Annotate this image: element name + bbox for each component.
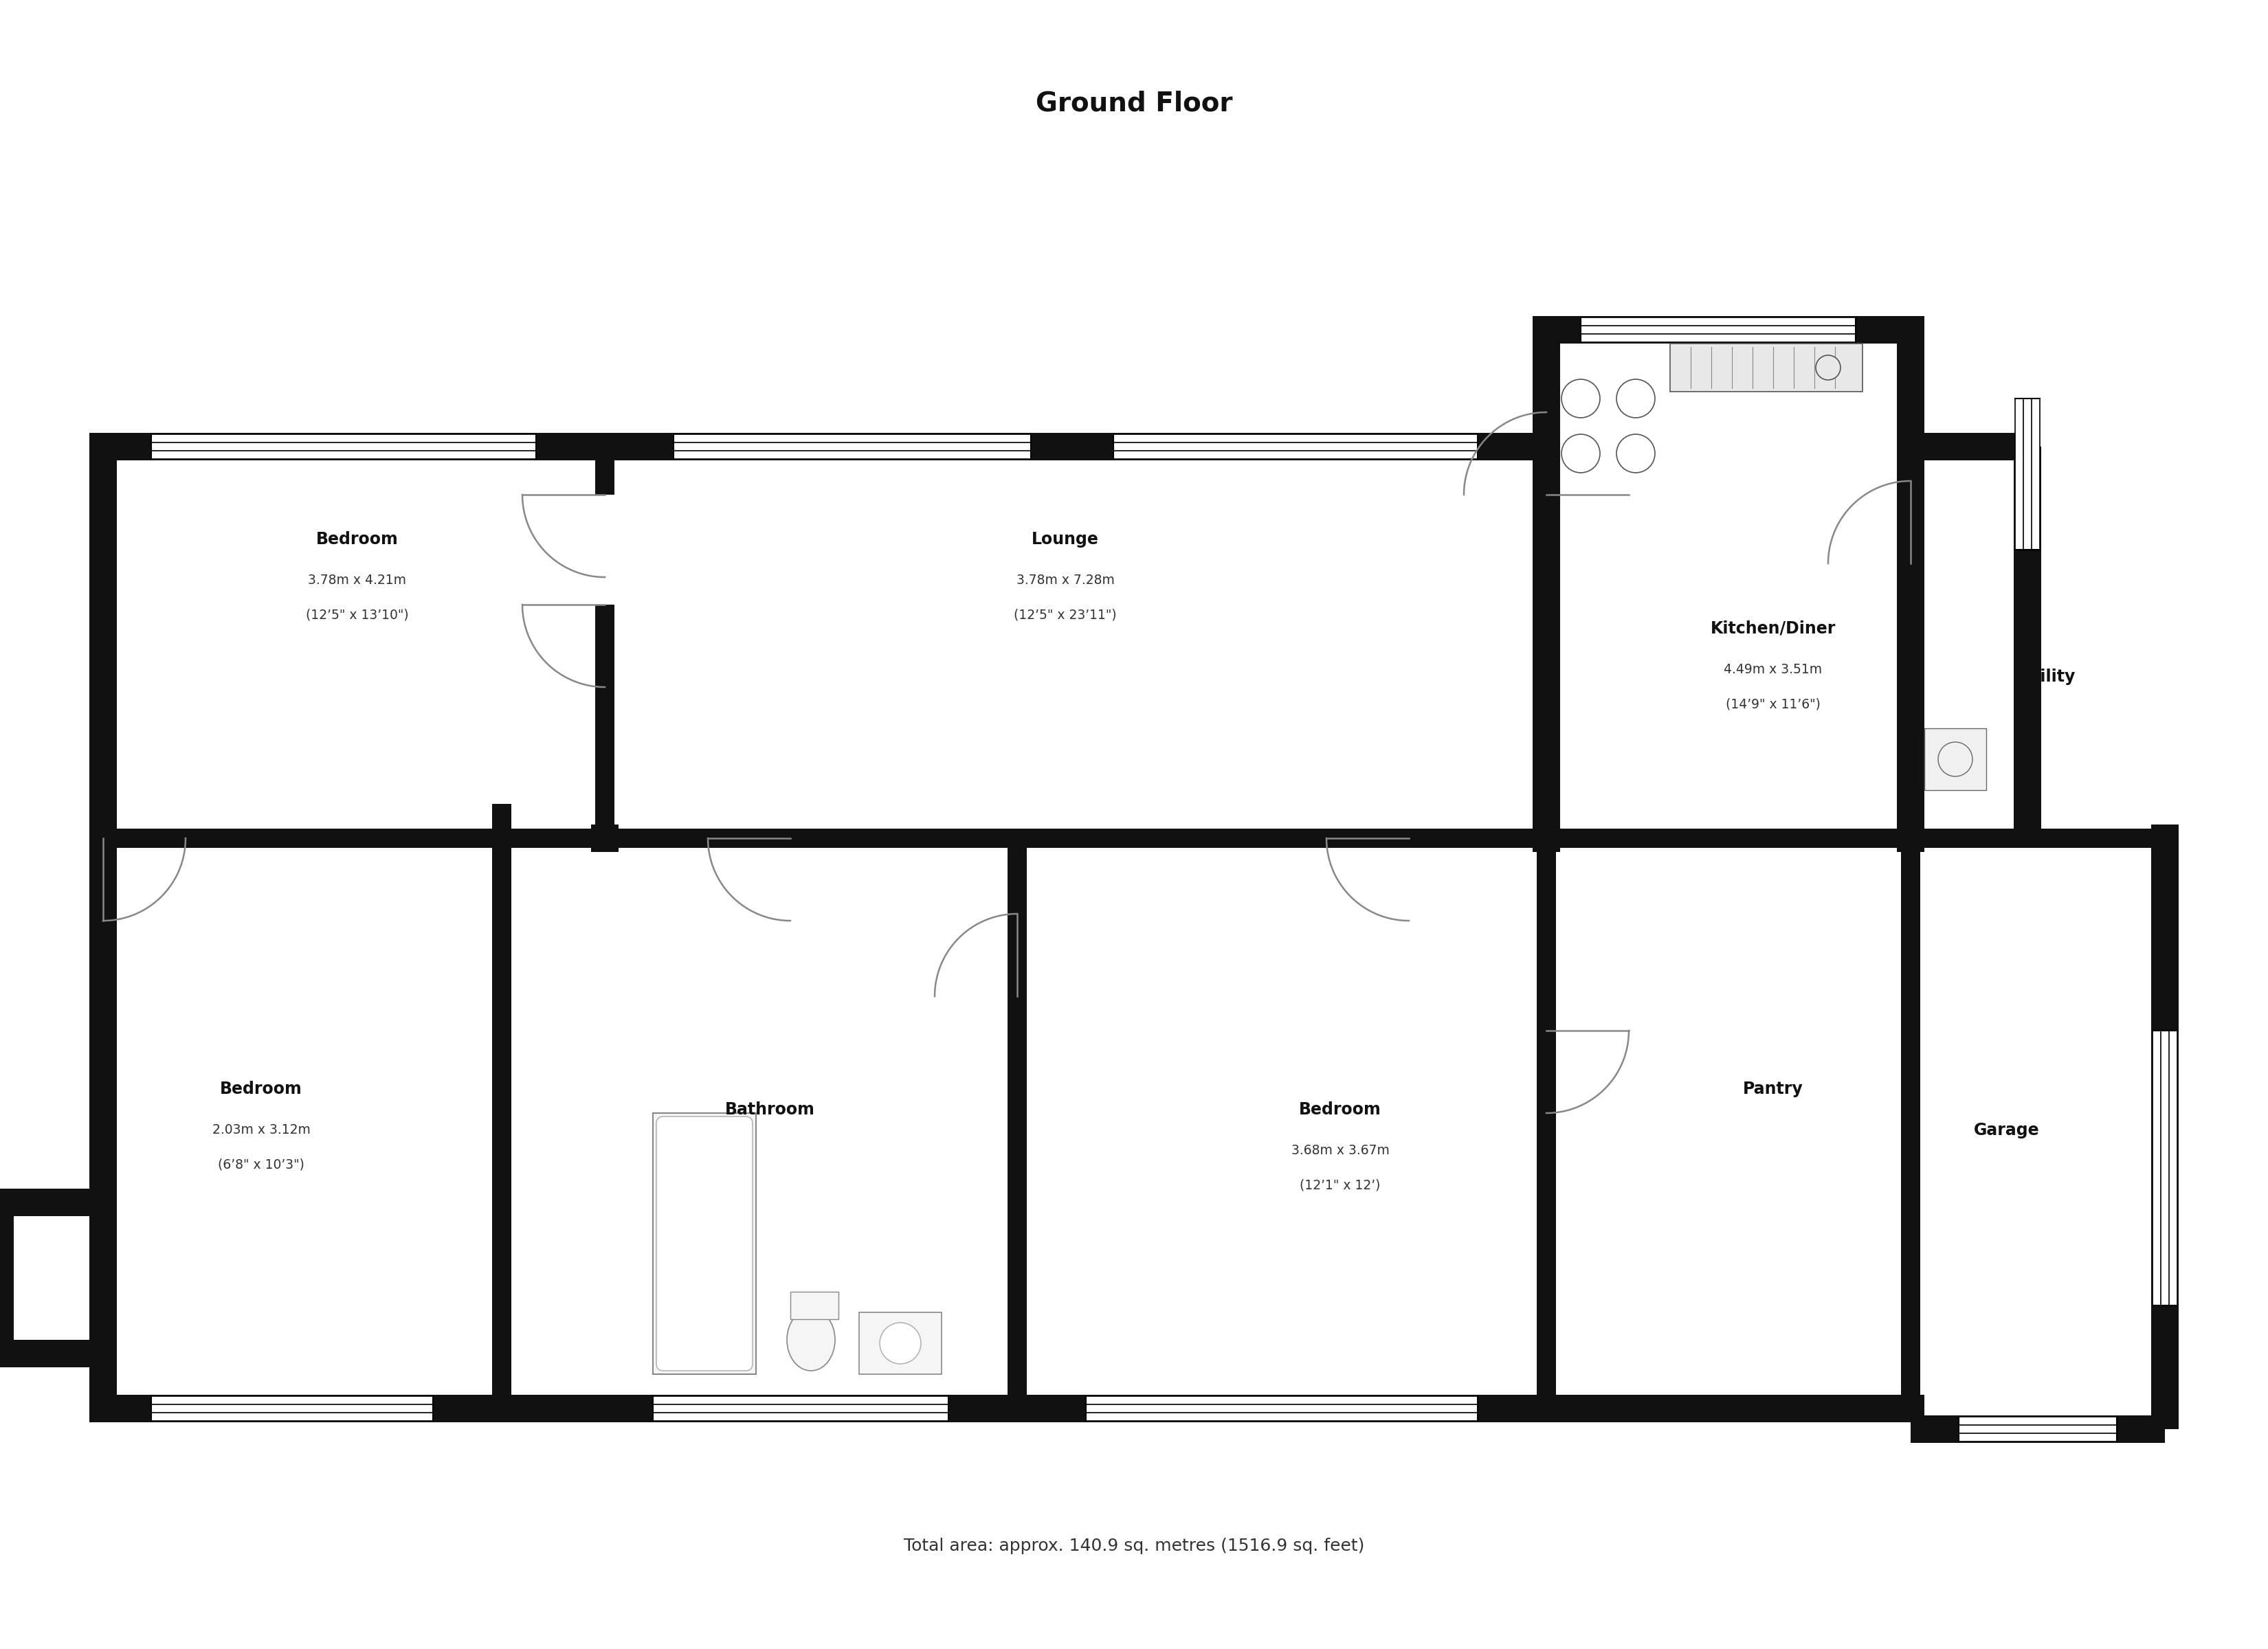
Bar (492, 838, 510, 1408)
Bar (1669, 343, 1862, 391)
Bar (1016, 1395, 1547, 1421)
Text: (6’8" x 10’3"): (6’8" x 10’3") (218, 1158, 304, 1171)
Bar (102, 434, 606, 460)
Text: Lounge: Lounge (1032, 531, 1100, 547)
Bar (594, 447, 615, 495)
Bar (653, 1397, 948, 1421)
Bar (860, 1313, 941, 1374)
Bar (1538, 447, 1556, 495)
Bar (592, 434, 619, 460)
Bar (1547, 828, 1910, 848)
Text: Total area: approx. 140.9 sq. metres (1516.9 sq. feet): Total area: approx. 140.9 sq. metres (15… (903, 1537, 1365, 1553)
Text: Bedroom: Bedroom (1300, 1102, 1381, 1118)
Text: Bedroom: Bedroom (315, 531, 399, 547)
Bar (1581, 317, 1855, 341)
Bar (1896, 824, 1923, 853)
Bar (492, 803, 510, 838)
Bar (152, 434, 535, 458)
Text: Pantry: Pantry (1744, 1080, 1803, 1097)
Bar (1910, 828, 2028, 848)
Text: 2.03m x 3.12m: 2.03m x 3.12m (213, 1123, 311, 1136)
Bar (501, 828, 1016, 848)
Text: Ground Floor: Ground Floor (1036, 91, 1232, 115)
Bar (88, 434, 118, 460)
Bar (0, 1189, 102, 1217)
Bar (592, 824, 619, 853)
Bar (102, 1395, 501, 1421)
Bar (1547, 1395, 1910, 1421)
Text: 4.49m x 3.51m: 4.49m x 3.51m (1724, 663, 1823, 676)
Bar (1923, 729, 1987, 790)
Bar (1896, 317, 1923, 343)
Bar (1896, 824, 1923, 853)
Bar (1002, 1395, 1032, 1421)
Text: Kitchen/Diner: Kitchen/Diner (1710, 620, 1835, 637)
Bar (789, 1291, 839, 1319)
Bar (674, 434, 1032, 458)
Bar (606, 828, 1547, 848)
Text: Bathroom: Bathroom (726, 1102, 814, 1118)
Text: (12’1" x 12’): (12’1" x 12’) (1300, 1179, 1381, 1192)
Bar (1960, 1416, 2116, 1441)
Text: Utility: Utility (2021, 668, 2075, 684)
Text: 3.68m x 3.67m: 3.68m x 3.67m (1290, 1144, 1390, 1158)
Bar (594, 605, 615, 838)
Bar (1538, 584, 1556, 838)
Bar (102, 828, 606, 848)
Bar (0, 1202, 14, 1354)
Bar (1086, 1397, 1479, 1421)
Ellipse shape (880, 1322, 921, 1364)
Bar (1016, 828, 1547, 848)
Bar (1910, 1415, 2166, 1443)
Ellipse shape (787, 1309, 835, 1370)
FancyBboxPatch shape (655, 1116, 753, 1370)
Bar (88, 447, 118, 838)
Text: Garage: Garage (1973, 1121, 2039, 1138)
Bar (102, 828, 501, 848)
Bar (1547, 828, 1910, 848)
Bar (1007, 838, 1027, 1408)
Bar (2150, 838, 2180, 1430)
Text: Bedroom: Bedroom (220, 1080, 302, 1097)
Bar (1114, 434, 1479, 458)
Bar (0, 1339, 102, 1367)
Text: 3.78m x 7.28m: 3.78m x 7.28m (1016, 574, 1114, 587)
Bar (2150, 824, 2180, 853)
Bar (1533, 824, 1560, 853)
Bar (1896, 1395, 1923, 1421)
Text: (12’5" x 13’10"): (12’5" x 13’10") (306, 608, 408, 622)
Bar (1547, 317, 1910, 343)
Text: (14’9" x 11’6"): (14’9" x 11’6") (1726, 698, 1821, 711)
Circle shape (1817, 355, 1842, 379)
Text: (12’5" x 23’11"): (12’5" x 23’11") (1014, 608, 1116, 622)
Bar (501, 1395, 1016, 1421)
Bar (1910, 828, 2166, 848)
Bar (1533, 330, 1560, 838)
Bar (88, 824, 118, 853)
Bar (1538, 838, 1556, 1408)
Text: 3.78m x 4.21m: 3.78m x 4.21m (308, 574, 406, 587)
Bar (1533, 317, 1560, 343)
Bar (653, 1113, 755, 1374)
Bar (2014, 399, 2039, 549)
Bar (2014, 447, 2041, 838)
Bar (1901, 838, 1921, 1408)
Bar (1533, 434, 1560, 460)
Bar (606, 434, 1547, 460)
Bar (152, 1397, 433, 1421)
Bar (1910, 434, 2028, 460)
Bar (2152, 1031, 2177, 1306)
Bar (1533, 1395, 1560, 1421)
Bar (488, 1395, 515, 1421)
Bar (88, 838, 118, 1408)
Bar (1896, 330, 1923, 838)
Bar (88, 1395, 118, 1421)
